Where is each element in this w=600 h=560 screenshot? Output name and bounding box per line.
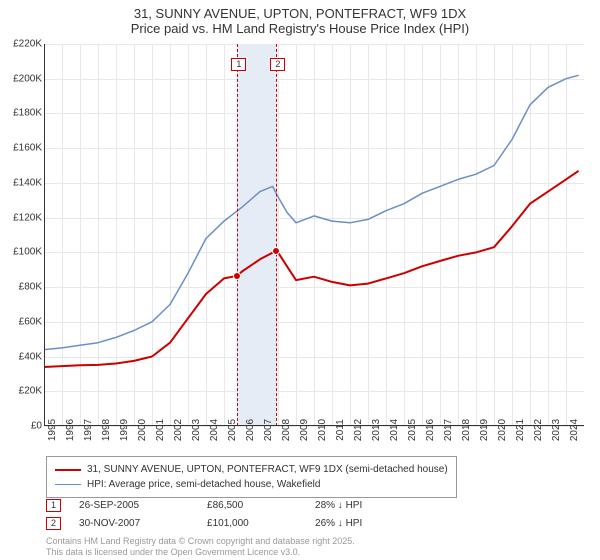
x-tick-label: 2008 [281, 419, 292, 441]
footer-price-1: £101,000 [207, 518, 297, 529]
legend-row-0: 31, SUNNY AVENUE, UPTON, PONTEFRACT, WF9… [55, 462, 448, 477]
x-tick-label: 2011 [335, 419, 346, 441]
x-tick-label: 2018 [461, 419, 472, 441]
x-tick-label: 1996 [65, 419, 76, 441]
x-tick-label: 2023 [551, 419, 562, 441]
y-tick-label: £100K [13, 247, 42, 258]
legend-swatch-0 [55, 469, 81, 471]
footer-hpi-1: 26% ↓ HPI [315, 518, 405, 529]
x-tick-label: 2013 [371, 419, 382, 441]
x-tick-label: 2003 [191, 419, 202, 441]
chart-area: 12 £0£20K£40K£60K£80K£100K£120K£140K£160… [44, 44, 584, 426]
y-tick-label: £60K [19, 316, 42, 327]
x-tick-label: 2007 [263, 419, 274, 441]
x-tick-label: 2009 [299, 419, 310, 441]
legend-swatch-1 [55, 484, 81, 486]
x-tick-label: 2024 [569, 419, 580, 441]
x-tick-label: 2002 [173, 419, 184, 441]
title-line2: Price paid vs. HM Land Registry's House … [10, 21, 590, 36]
legend: 31, SUNNY AVENUE, UPTON, PONTEFRACT, WF9… [46, 456, 457, 498]
x-tick-label: 1995 [47, 419, 58, 441]
footer-date-0: 26-SEP-2005 [79, 500, 189, 511]
footer-row-1: 2 30-NOV-2007 £101,000 26% ↓ HPI [46, 514, 405, 532]
footer-marker-0: 1 [46, 499, 61, 512]
y-tick-label: £220K [13, 39, 42, 50]
attribution-line2: This data is licensed under the Open Gov… [46, 547, 355, 558]
x-tick-label: 2014 [389, 419, 400, 441]
point-marker [233, 272, 241, 280]
title-line1: 31, SUNNY AVENUE, UPTON, PONTEFRACT, WF9… [10, 6, 590, 21]
title-block: 31, SUNNY AVENUE, UPTON, PONTEFRACT, WF9… [0, 0, 600, 38]
legend-row-1: HPI: Average price, semi-detached house,… [55, 477, 448, 492]
footer-price-0: £86,500 [207, 500, 297, 511]
footer-row-0: 1 26-SEP-2005 £86,500 28% ↓ HPI [46, 496, 405, 514]
attribution: Contains HM Land Registry data © Crown c… [46, 536, 355, 559]
y-tick-label: £140K [13, 177, 42, 188]
chart-container: 31, SUNNY AVENUE, UPTON, PONTEFRACT, WF9… [0, 0, 600, 560]
x-tick-label: 2020 [497, 419, 508, 441]
y-tick-label: £120K [13, 212, 42, 223]
y-axis [44, 44, 45, 426]
series-hpi [44, 75, 579, 349]
point-marker [272, 247, 280, 255]
x-tick-label: 1999 [119, 419, 130, 441]
marker-vline-2 [276, 44, 277, 426]
x-tick-label: 2017 [443, 419, 454, 441]
x-tick-label: 2000 [137, 419, 148, 441]
footer-date-1: 30-NOV-2007 [79, 518, 189, 529]
x-tick-label: 2016 [425, 419, 436, 441]
x-tick-label: 2006 [245, 419, 256, 441]
x-tick-label: 1998 [101, 419, 112, 441]
footer-hpi-0: 28% ↓ HPI [315, 500, 405, 511]
legend-label-0: 31, SUNNY AVENUE, UPTON, PONTEFRACT, WF9… [87, 464, 448, 475]
x-tick-label: 2022 [533, 419, 544, 441]
marker-box-2: 2 [270, 58, 285, 71]
marker-box-1: 1 [231, 58, 246, 71]
x-tick-label: 2015 [407, 419, 418, 441]
x-tick-label: 2012 [353, 419, 364, 441]
footer-table: 1 26-SEP-2005 £86,500 28% ↓ HPI 2 30-NOV… [46, 496, 405, 532]
footer-marker-1: 2 [46, 517, 61, 530]
y-tick-label: £200K [13, 73, 42, 84]
plot-svg [44, 44, 584, 426]
marker-vline-1 [237, 44, 238, 426]
y-tick-label: £160K [13, 143, 42, 154]
x-tick-label: 2005 [227, 419, 238, 441]
y-tick-label: £80K [19, 282, 42, 293]
y-tick-label: £0 [31, 421, 42, 432]
y-tick-label: £20K [19, 386, 42, 397]
y-tick-label: £40K [19, 351, 42, 362]
legend-label-1: HPI: Average price, semi-detached house,… [87, 479, 320, 490]
x-tick-label: 2010 [317, 419, 328, 441]
series-price_paid [44, 171, 579, 367]
x-tick-label: 2021 [515, 419, 526, 441]
x-tick-label: 1997 [83, 419, 94, 441]
x-tick-label: 2001 [155, 419, 166, 441]
y-tick-label: £180K [13, 108, 42, 119]
x-tick-label: 2019 [479, 419, 490, 441]
attribution-line1: Contains HM Land Registry data © Crown c… [46, 536, 355, 547]
x-tick-label: 2004 [209, 419, 220, 441]
